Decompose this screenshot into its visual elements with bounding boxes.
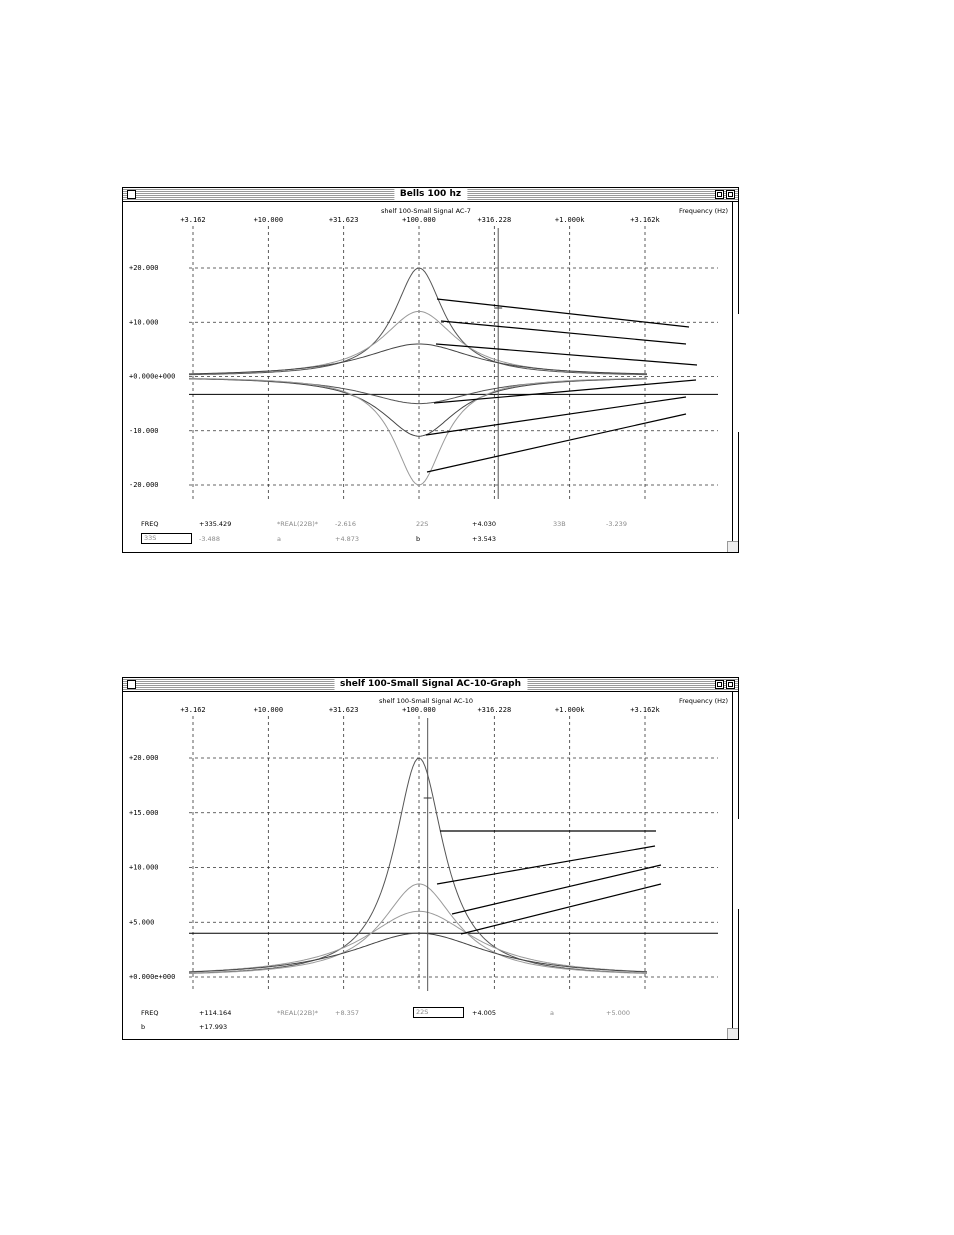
- y-tick-label: +0.000e+000: [129, 973, 175, 981]
- series-line: [189, 343, 648, 375]
- readout-value: -3.239: [606, 520, 627, 528]
- y-tick-label: +10.000: [129, 318, 159, 326]
- x-tick-label: +3.162k: [630, 706, 660, 714]
- x-tick-label: +100.000: [402, 706, 436, 714]
- frequency-unit-label: Frequency (Hz): [678, 697, 728, 705]
- readout-value: +3.543: [472, 535, 497, 543]
- chart-plot-area: +3.162 +10.000 +31.623 +100.000 +316.228 +1.0…: [129, 216, 718, 499]
- x-tick-label: +316.228: [477, 706, 511, 714]
- readout-value: +4.030: [472, 520, 497, 528]
- series-line: [189, 883, 648, 974]
- y-tick-label: +20.000: [129, 754, 159, 762]
- title-bar[interactable]: shelf 100-Small Signal AC-10-Graph: [123, 678, 738, 692]
- series-line: [188, 378, 647, 437]
- x-tick-label: +100.000: [402, 216, 436, 224]
- series-line: [188, 267, 647, 376]
- x-tick-label: +3.162: [180, 216, 205, 224]
- title-bar[interactable]: Bells 100 hz: [123, 188, 738, 202]
- series-line: [189, 910, 648, 973]
- graph-window-1: Bells 100 hz shelf 100-Small Signal AC-7…: [122, 187, 739, 553]
- readout-label-22s: 22S: [416, 1008, 429, 1016]
- readout-label-b: b: [416, 535, 421, 543]
- readout-signal-name: *REAL(22B)*: [277, 520, 318, 528]
- chart-subtitle: shelf 100-Small Signal AC-7: [381, 207, 471, 215]
- readout-freq-value: +335.429: [199, 520, 232, 528]
- grow-box-icon[interactable]: [727, 1028, 738, 1039]
- readout-label-a: a: [277, 535, 281, 543]
- readout-value: -3.488: [199, 535, 220, 543]
- readout-selected-signal-field[interactable]: 33S: [141, 533, 192, 544]
- y-tick-label: +15.000: [129, 809, 159, 817]
- chart-plot-area: +3.162 +10.000 +31.623 +100.000 +316.228 +1.0…: [129, 706, 718, 991]
- readout-selected-signal-field[interactable]: 22S: [413, 1007, 464, 1018]
- series-line: [188, 932, 648, 973]
- series-line: [188, 310, 647, 375]
- x-tick-label: +316.228: [477, 216, 511, 224]
- x-tick-label: +3.162: [180, 706, 205, 714]
- series-line: [188, 757, 647, 974]
- readout-value: +5.000: [606, 1009, 631, 1017]
- readout-value: +8.357: [335, 1009, 360, 1017]
- y-tick-label: -10.000: [129, 427, 159, 435]
- readout-label-33b: 33B: [553, 520, 566, 528]
- y-tick-label: +0.000e+000: [129, 373, 175, 381]
- y-tick-label: +20.000: [129, 264, 159, 272]
- x-tick-label: +31.623: [329, 216, 359, 224]
- readout-signal-name: *REAL(22B)*: [277, 1009, 318, 1017]
- vertical-scrollbar[interactable]: [732, 202, 738, 542]
- chart-subtitle: shelf 100-Small Signal AC-10: [379, 697, 474, 705]
- readout-label-a: a: [550, 1009, 554, 1017]
- readout-label-freq: FREQ: [141, 520, 159, 528]
- x-tick-label: +1.000k: [555, 706, 585, 714]
- readout-label-33s: 33S: [144, 534, 157, 542]
- close-box-icon[interactable]: [127, 190, 136, 199]
- x-tick-label: +10.000: [254, 216, 284, 224]
- grow-box-icon[interactable]: [727, 541, 738, 552]
- readout-label-22s: 22S: [416, 520, 429, 528]
- series-line: [189, 378, 647, 405]
- frequency-unit-label: Frequency (Hz): [678, 207, 728, 215]
- readout-value: +4.873: [335, 535, 360, 543]
- readout-label-freq: FREQ: [141, 1009, 159, 1017]
- y-tick-label: -20.000: [129, 481, 159, 489]
- x-tick-label: +3.162k: [630, 216, 660, 224]
- collapse-box-icon[interactable]: [726, 680, 735, 689]
- vertical-scrollbar[interactable]: [732, 692, 738, 1029]
- readout-value: +4.005: [472, 1009, 497, 1017]
- window-title: Bells 100 hz: [393, 188, 468, 201]
- y-tick-label: +5.000: [129, 918, 154, 926]
- close-box-icon[interactable]: [127, 680, 136, 689]
- readout-freq-value: +114.164: [199, 1009, 232, 1017]
- zoom-box-icon[interactable]: [715, 680, 724, 689]
- x-tick-label: +1.000k: [555, 216, 585, 224]
- readout-value: +17.993: [199, 1023, 228, 1031]
- readout-value: -2.616: [335, 520, 356, 528]
- y-tick-label: +10.000: [129, 864, 159, 872]
- window-title: shelf 100-Small Signal AC-10-Graph: [334, 678, 527, 691]
- collapse-box-icon[interactable]: [726, 190, 735, 199]
- zoom-box-icon[interactable]: [715, 190, 724, 199]
- x-tick-label: +31.623: [329, 706, 359, 714]
- graph-window-2: shelf 100-Small Signal AC-10-Graph shelf…: [122, 677, 739, 1040]
- readout-label-b: b: [141, 1023, 146, 1031]
- x-tick-label: +10.000: [254, 706, 284, 714]
